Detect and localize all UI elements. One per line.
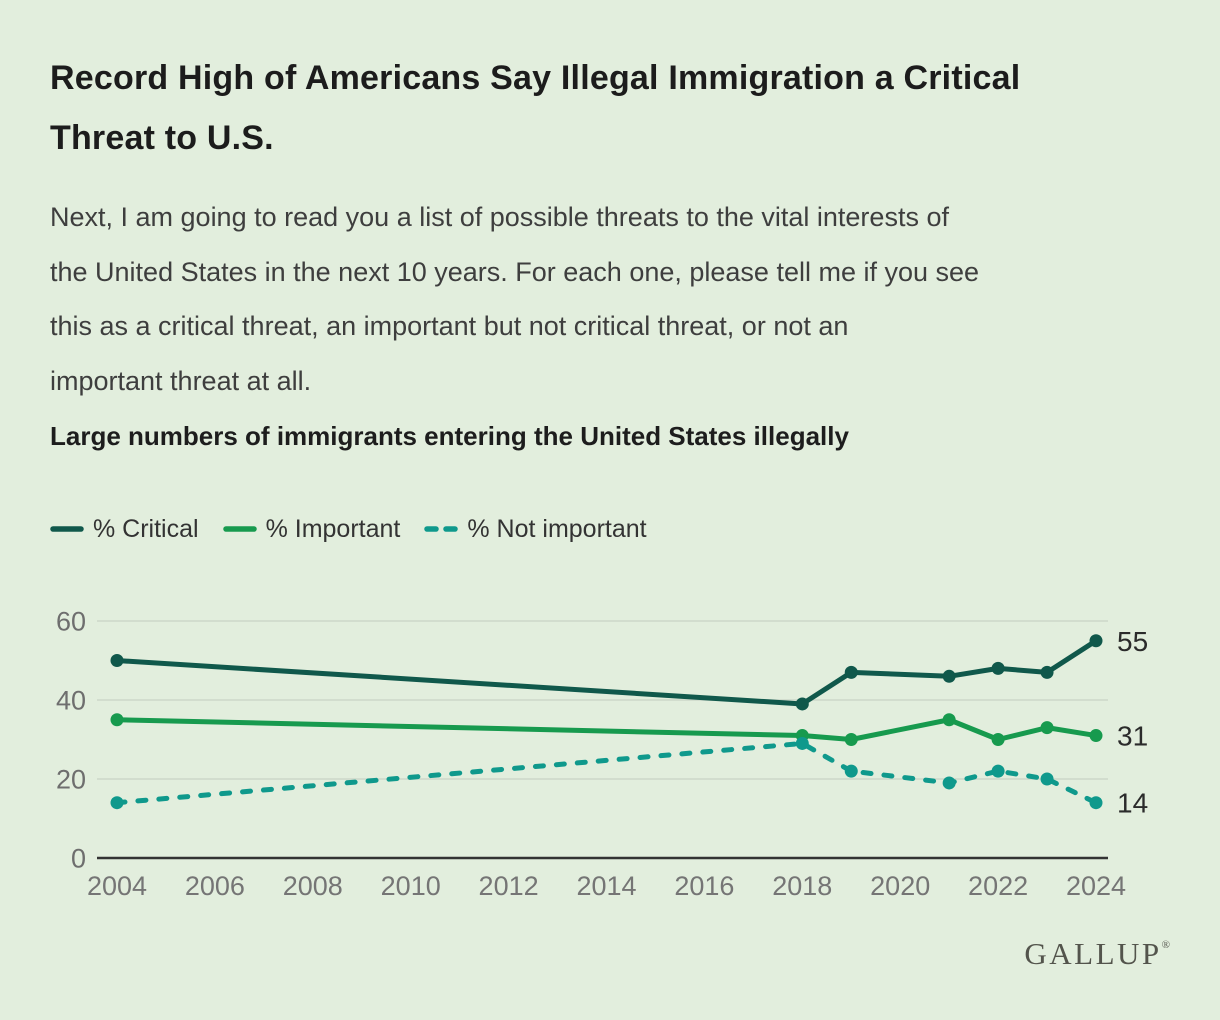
data-point-important-2021 [942,713,956,727]
x-tick-label-2018: 2018 [772,871,832,901]
data-point-important-2022 [991,733,1005,746]
data-point-notimportant-2021 [942,776,956,790]
end-label-important: 31 [1117,721,1148,752]
gallup-logo-text: GALLUP [1024,936,1162,971]
end-label-critical: 55 [1117,626,1148,657]
x-tick-label-2006: 2006 [185,871,245,901]
x-tick-label-2022: 2022 [968,871,1028,901]
survey-question-text: Next, I am going to read you a list of p… [50,190,979,408]
page-title: Record High of Americans Say Illegal Imm… [50,48,1020,168]
data-point-critical-2018 [795,697,809,711]
y-tick-label-0: 0 [71,844,86,874]
y-tick-label-40: 40 [56,686,86,716]
legend-label-critical: % Critical [93,514,199,543]
x-tick-label-2008: 2008 [283,871,343,901]
data-point-important-2023 [1040,721,1054,735]
legend-item-important: % Important [222,514,401,544]
x-tick-label-2012: 2012 [479,871,539,901]
x-tick-label-2020: 2020 [870,871,930,901]
survey-question-line-3: this as a critical threat, an important … [50,311,849,341]
data-point-notimportant-2018 [795,736,809,750]
survey-question-line-1: Next, I am going to read you a list of p… [50,202,949,232]
page-title-line-2: Threat to U.S. [50,119,274,157]
data-point-critical-2023 [1040,665,1054,679]
legend-item-not-important: % Not important [424,514,647,544]
page-title-line-1: Record High of Americans Say Illegal Imm… [50,59,1021,97]
y-tick-label-20: 20 [56,765,86,795]
data-point-notimportant-2023 [1040,772,1054,786]
x-tick-label-2010: 2010 [381,871,441,901]
x-tick-label-2024: 2024 [1066,871,1126,901]
data-point-important-2004 [110,713,124,727]
registered-trademark-icon: ® [1161,939,1170,951]
data-point-critical-2021 [942,669,956,683]
end-label-notimportant: 14 [1117,788,1148,819]
legend-swatch-critical-icon [50,526,84,532]
data-point-critical-2004 [110,654,124,667]
legend-swatch-not-important-icon [424,526,459,532]
data-point-notimportant-2004 [110,796,124,810]
data-point-critical-2022 [991,661,1005,675]
data-point-notimportant-2022 [991,764,1005,778]
data-point-important-2019 [844,733,858,746]
legend-item-critical: % Critical [50,515,199,544]
x-tick-label-2004: 2004 [87,871,147,901]
survey-question-line-4: important threat at all. [50,365,312,396]
data-point-notimportant-2019 [844,764,858,778]
series-line-notimportant [114,740,1099,806]
survey-question-line-2: the United States in the next 10 years. … [50,256,980,287]
legend-label-important: % Important [265,514,401,543]
data-point-important-2024 [1089,729,1103,743]
legend-label-not-important: % Not important [467,514,647,543]
legend-swatch-important-icon [222,526,257,532]
data-point-critical-2019 [844,665,858,679]
data-point-notimportant-2024 [1089,796,1103,810]
x-tick-label-2016: 2016 [674,871,734,901]
question-item-text: Large numbers of immigrants entering the… [50,421,849,451]
gallup-logo: GALLUP® [1024,936,1170,972]
trend-chart: 0 20 40 60 2004 2006 2008 2010 2012 2014 2016 2018 2… [56,607,1148,902]
y-tick-label-60: 60 [56,607,86,637]
data-point-critical-2024 [1089,634,1103,648]
chart-legend: % Critical % Important % Not important [50,514,647,544]
x-tick-label-2014: 2014 [576,871,636,901]
